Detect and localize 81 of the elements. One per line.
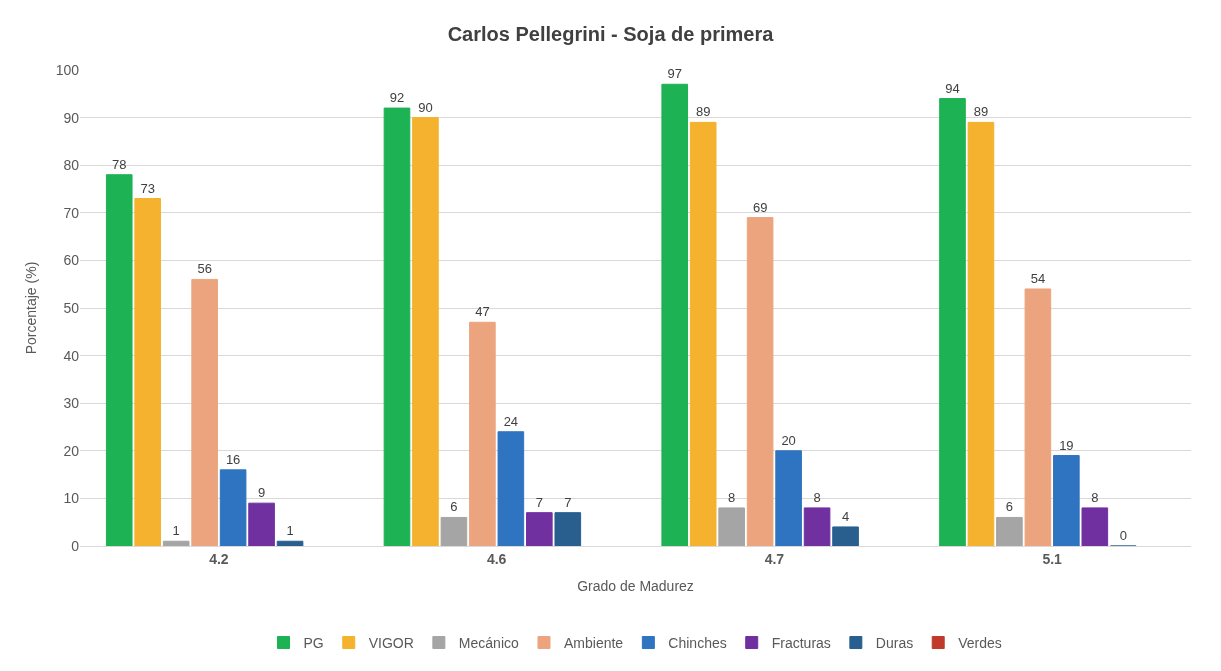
data-label: 7 [535, 494, 543, 510]
data-label: 0 [1119, 528, 1127, 543]
bar [775, 450, 802, 546]
bar [526, 512, 553, 546]
bar [1024, 288, 1052, 546]
bar [412, 117, 439, 546]
x-axis-title: Grado de Madurez [577, 578, 694, 595]
bar [383, 107, 411, 546]
data-label: 1 [286, 523, 294, 539]
data-label: 6 [1005, 499, 1014, 515]
bar [191, 278, 218, 546]
data-label: 20 [781, 432, 796, 448]
data-label: 56 [197, 261, 212, 277]
bar [469, 321, 496, 546]
y-tick-label: 60 [63, 252, 80, 269]
bar [689, 121, 717, 546]
legend-label: PG [303, 634, 324, 651]
y-axis-title: Porcentaje (%) [23, 261, 40, 355]
data-label: 69 [752, 199, 768, 215]
y-tick-label: 10 [63, 490, 80, 507]
data-label: 24 [503, 413, 519, 429]
y-tick-label: 40 [63, 347, 80, 364]
legend-label: Mecánico [458, 634, 519, 651]
bar [105, 174, 133, 546]
x-tick-label: 4.6 [486, 550, 507, 567]
data-label: 7 [564, 494, 572, 510]
y-tick-label: 70 [63, 204, 80, 221]
data-label: 54 [1030, 270, 1046, 286]
bar [497, 431, 525, 546]
data-label: 8 [728, 489, 736, 505]
bar [718, 507, 745, 546]
bar [134, 198, 162, 546]
bar [746, 217, 774, 546]
data-label: 9 [257, 485, 266, 501]
data-label: 47 [475, 304, 490, 320]
y-tick-label: 80 [63, 157, 80, 174]
legend-label: VIGOR [368, 634, 414, 651]
bar [661, 83, 689, 546]
x-tick-label: 4.2 [209, 550, 229, 567]
data-label: 8 [813, 489, 821, 505]
data-label: 78 [112, 156, 127, 172]
data-label: 19 [1059, 437, 1074, 453]
y-tick-label: 100 [55, 61, 80, 78]
data-label: 6 [450, 499, 458, 515]
chart-title: Carlos Pellegrini - Soja de primera [447, 22, 775, 45]
bar [996, 516, 1023, 546]
bar [162, 540, 190, 546]
data-label: 73 [140, 180, 155, 196]
legend-label: Duras [875, 634, 914, 651]
bar [440, 516, 468, 546]
data-label: 94 [945, 80, 960, 96]
bar [248, 502, 275, 546]
legend-label: Ambiente [563, 634, 624, 651]
y-tick-label: 50 [63, 299, 80, 316]
y-tick-label: 0 [71, 537, 80, 554]
data-label: 90 [418, 99, 433, 115]
legend-label: Verdes [958, 634, 1002, 651]
x-tick-label: 4.7 [764, 550, 785, 567]
bar [219, 469, 247, 546]
y-tick-label: 90 [63, 109, 80, 126]
bar [1081, 507, 1109, 546]
bar [554, 512, 582, 546]
bar [967, 121, 995, 546]
data-label: 8 [1091, 489, 1099, 505]
x-tick-label: 5.1 [1042, 550, 1063, 567]
y-tick-label: 20 [63, 442, 80, 459]
y-tick-label: 30 [63, 395, 80, 412]
data-label: 92 [389, 90, 405, 106]
data-label: 16 [225, 451, 241, 467]
bar [832, 526, 859, 546]
legend-label: Fracturas [771, 634, 831, 651]
bar [939, 98, 966, 546]
data-label: 97 [667, 66, 682, 82]
data-label: 4 [841, 508, 850, 524]
data-label: 89 [973, 104, 989, 120]
legend-label: Chinches [668, 634, 727, 651]
data-label: 1 [172, 523, 180, 539]
bar [276, 540, 304, 546]
bar [803, 507, 831, 546]
data-label: 89 [695, 104, 711, 120]
bar [1053, 455, 1080, 546]
